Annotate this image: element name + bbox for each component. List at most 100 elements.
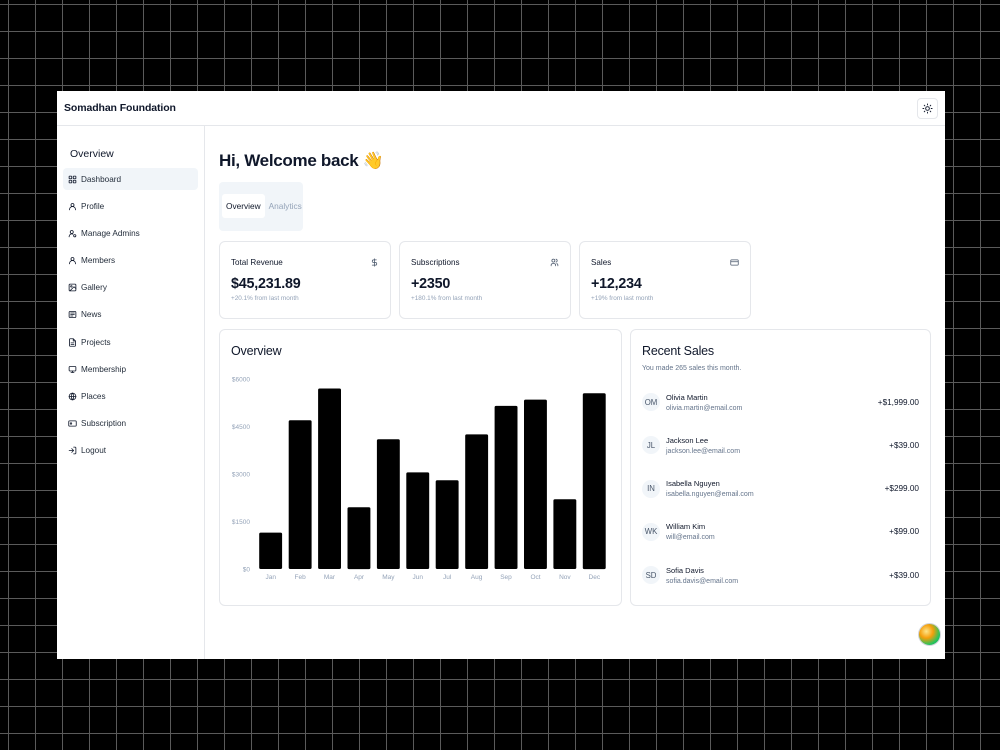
stat-value: +2350	[411, 276, 451, 292]
sidebar-item-label: Profile	[81, 201, 105, 211]
bar-jan[interactable]	[259, 532, 283, 569]
bar-jun[interactable]	[406, 472, 430, 569]
sidebar-item-label: Subscription	[81, 419, 127, 429]
recent-sales-card: Recent Sales You made 265 sales this mon…	[630, 329, 931, 606]
logout-icon	[68, 447, 77, 455]
bar-dec[interactable]	[582, 393, 606, 570]
sidebar-item-label: Logout	[81, 446, 107, 456]
sidebar-item-members[interactable]: Members	[63, 250, 198, 272]
dashboard-icon	[68, 175, 77, 183]
y-tick-label: $1500	[232, 519, 250, 526]
bar-mar[interactable]	[318, 388, 341, 570]
bar-oct[interactable]	[524, 399, 547, 569]
customer-email: isabella.nguyen@email.com	[666, 491, 754, 499]
avatar: JL	[642, 436, 660, 455]
stat-card-total-revenue: Total Revenue $45,231.89 +20.1% from las…	[219, 241, 391, 319]
recent-sales-subtitle: You made 265 sales this month.	[642, 365, 742, 372]
avatar: IN	[642, 479, 660, 498]
recent-sales-title: Recent Sales	[642, 344, 714, 358]
customer-name: Jackson Lee	[666, 435, 709, 445]
sidebar-item-projects[interactable]: Projects	[63, 331, 198, 353]
sale-amount: +$99.00	[889, 527, 919, 537]
list-item: WK William Kim will@email.com +$99.00	[642, 517, 919, 547]
stat-card-subscriptions: Subscriptions +2350 +180.1% from last mo…	[399, 241, 571, 319]
stat-title: Sales	[591, 258, 612, 267]
sidebar-item-label: Places	[81, 392, 106, 401]
bar-may[interactable]	[376, 439, 400, 569]
customer-email: jackson.lee@email.com	[666, 447, 741, 455]
overview-title: Overview	[231, 344, 282, 358]
stat-value: $45,231.89	[231, 276, 301, 292]
y-tick-label: $4500	[232, 424, 250, 431]
file-icon	[69, 337, 76, 347]
y-tick-label: $3000	[232, 472, 250, 479]
bar-aug[interactable]	[465, 434, 489, 569]
y-tick-label: $0	[243, 567, 251, 574]
bar-sep[interactable]	[494, 405, 518, 569]
users-icon	[550, 258, 559, 267]
app-title: Somadhan Foundation	[64, 102, 176, 114]
sidebar-item-logout[interactable]: Logout	[63, 440, 198, 462]
bar-apr[interactable]	[347, 507, 371, 570]
sidebar-item-subscription[interactable]: Subscription	[63, 413, 198, 435]
stat-change: +180.1% from last month	[411, 295, 483, 302]
list-item: OM Olivia Martin olivia.martin@email.com +$…	[642, 387, 919, 417]
stat-change: +20.1% from last month	[231, 295, 299, 302]
customer-email: olivia.martin@email.com	[666, 404, 743, 412]
newspaper-icon	[68, 311, 77, 319]
membership-icon	[68, 365, 77, 373]
list-item: JL Jackson Lee jackson.lee@email.com +$39.0…	[642, 430, 919, 460]
customer-name: Olivia Martin	[666, 392, 708, 402]
credit-card-icon	[730, 259, 739, 266]
page-title: Hi, Welcome back 👋	[219, 151, 384, 170]
avatar: SD	[642, 566, 660, 585]
x-tick-label: Mar	[324, 574, 336, 581]
avatar: OM	[642, 393, 660, 411]
app-window: Somadhan Foundation Overview Dashboard Pr…	[57, 91, 945, 659]
globe-icon	[68, 392, 77, 401]
dollar-icon	[371, 258, 378, 267]
sidebar-item-label: Projects	[81, 337, 111, 347]
card-icon	[68, 420, 77, 427]
user-icon	[69, 202, 76, 210]
customer-email: will@email.com	[666, 534, 715, 542]
sidebar-item-label: Dashboard	[81, 174, 122, 184]
tab-overview[interactable]: Overview	[222, 194, 265, 218]
sidebar-item-manage-admins[interactable]: Manage Admins	[63, 222, 198, 244]
customer-name: Isabella Nguyen	[666, 479, 720, 489]
user-avatar[interactable]	[918, 623, 941, 646]
bar-jul[interactable]	[435, 480, 459, 569]
x-tick-label: Oct	[530, 574, 540, 581]
sidebar-item-profile[interactable]: Profile	[63, 195, 198, 217]
sidebar-item-label: Manage Admins	[81, 228, 140, 238]
list-item: SD Sofia Davis sofia.davis@email.com +$39.0…	[642, 560, 919, 590]
sidebar-nav: Dashboard Profile Manage Admins Members Gall…	[63, 168, 198, 462]
x-tick-label: Jul	[443, 574, 452, 581]
sidebar-item-gallery[interactable]: Gallery	[63, 277, 198, 299]
main-content: Hi, Welcome back 👋 Overview Analytics To…	[219, 126, 931, 659]
list-item: IN Isabella Nguyen isabella.nguyen@email.c…	[642, 474, 919, 504]
theme-toggle-button[interactable]	[917, 97, 938, 119]
x-tick-label: Feb	[294, 574, 306, 581]
x-tick-label: Apr	[354, 574, 365, 581]
image-icon	[68, 283, 77, 292]
sidebar: Overview Dashboard Profile Manage Admins Me…	[57, 126, 205, 659]
bar-feb[interactable]	[288, 420, 312, 569]
sidebar-title: Overview	[70, 148, 114, 160]
tab-analytics[interactable]: Analytics	[268, 201, 302, 211]
sidebar-item-places[interactable]: Places	[63, 386, 198, 408]
x-tick-label: Aug	[471, 574, 483, 581]
sidebar-item-label: News	[81, 310, 102, 320]
customer-email: sofia.davis@email.com	[666, 577, 739, 585]
sidebar-item-membership[interactable]: Membership	[63, 358, 198, 380]
x-tick-label: Dec	[589, 574, 601, 581]
sun-icon	[922, 102, 933, 114]
x-tick-label: May	[382, 574, 395, 581]
sidebar-item-label: Gallery	[81, 283, 107, 293]
stat-card-sales: Sales +12,234 +19% from last month	[579, 241, 751, 319]
tab-list: Overview Analytics	[219, 182, 303, 231]
sidebar-item-news[interactable]: News	[63, 304, 198, 326]
stat-title: Total Revenue	[231, 258, 283, 267]
sidebar-item-dashboard[interactable]: Dashboard	[63, 168, 198, 190]
bar-nov[interactable]	[553, 499, 577, 569]
